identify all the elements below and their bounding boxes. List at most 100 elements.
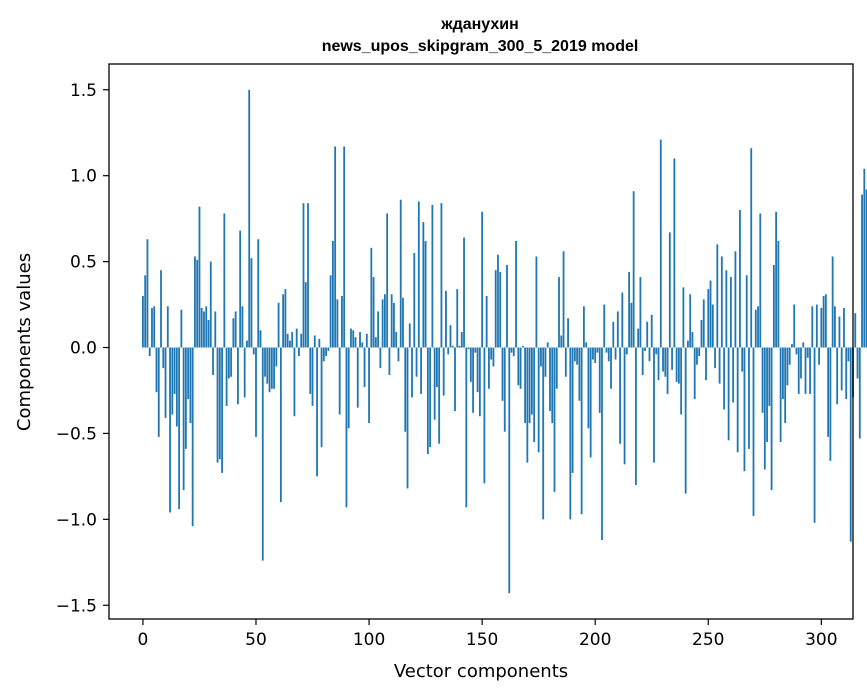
bar-15 [175, 347, 178, 427]
bar-146 [472, 347, 474, 413]
bar-242 [689, 294, 692, 348]
bar-272 [757, 306, 759, 348]
bar-283 [781, 347, 784, 400]
bar-22 [191, 347, 194, 527]
bar-108 [386, 213, 389, 348]
bar-241 [687, 340, 689, 348]
bar-302 [824, 294, 827, 348]
bar-126 [426, 347, 429, 455]
bar-119 [411, 347, 413, 398]
bar-90 [345, 347, 348, 508]
bar-253 [714, 347, 716, 369]
bar-47 [248, 89, 251, 348]
bar-218 [635, 347, 637, 485]
bar-276 [766, 347, 768, 443]
bar-260 [729, 277, 732, 348]
bar-206 [607, 347, 610, 362]
bar-313 [849, 347, 852, 542]
bar-83 [329, 275, 332, 348]
bar-64 [286, 333, 289, 348]
bar-223 [646, 321, 649, 348]
x-tick-label: 0 [138, 630, 149, 650]
bar-8 [160, 270, 162, 348]
x-tick-label: 300 [805, 630, 837, 650]
y-axis-ticks: 1.5 1.0 0.5 0.0 −0.5 −1.0 −1.5 [56, 81, 109, 616]
bar-310 [843, 307, 845, 348]
bar-145 [469, 347, 472, 382]
bar-197 [587, 347, 590, 429]
bar-34 [218, 347, 221, 460]
bar-27 [203, 311, 205, 348]
bar-45 [243, 347, 246, 398]
bar-56 [268, 347, 271, 393]
bar-100 [368, 347, 370, 424]
bar-97 [361, 342, 364, 348]
bar-139 [456, 289, 459, 348]
bar-317 [858, 347, 861, 439]
bar-266 [743, 347, 746, 472]
bar-287 [791, 344, 793, 348]
bar-103 [374, 337, 377, 348]
bar-176 [540, 347, 542, 367]
bar-111 [393, 302, 395, 348]
bar-91 [347, 347, 350, 429]
bar-24 [196, 259, 199, 348]
plot-frame [108, 63, 854, 620]
bar-18 [182, 347, 185, 491]
bar-309 [840, 347, 843, 391]
bar-181 [551, 347, 554, 424]
bar-170 [526, 347, 529, 463]
y-tick-label: 0.5 [70, 253, 97, 273]
bar-107 [383, 294, 386, 348]
bar-182 [553, 347, 556, 492]
bar-300 [820, 307, 823, 348]
bar-315 [854, 313, 857, 348]
bar-76 [313, 335, 316, 348]
bar-70 [300, 333, 303, 348]
bar-221 [641, 347, 644, 375]
bar-196 [585, 342, 588, 348]
bar-series [142, 89, 867, 594]
bar-290 [797, 347, 800, 394]
bar-261 [732, 347, 735, 403]
bar-148 [476, 347, 479, 393]
bar-133 [442, 347, 445, 396]
bar-240 [684, 347, 687, 494]
bar-183 [555, 347, 558, 389]
bar-32 [214, 311, 217, 348]
bar-5 [153, 306, 156, 348]
bar-136 [449, 325, 452, 348]
bar-171 [528, 347, 531, 424]
bar-72 [304, 282, 307, 348]
x-axis-ticks: 0 50 100 150 200 250 300 [138, 619, 838, 650]
bar-166 [517, 347, 520, 386]
bar-163 [510, 347, 513, 353]
bar-202 [598, 347, 601, 413]
bar-115 [402, 297, 404, 348]
y-tick-label: −1.5 [56, 596, 97, 616]
bar-93 [352, 330, 355, 348]
bar-250 [707, 289, 710, 348]
bar-230 [662, 347, 664, 372]
bar-128 [431, 204, 434, 348]
bar-43 [239, 230, 242, 348]
bar-89 [343, 146, 346, 348]
bar-127 [429, 347, 432, 448]
y-tick-label: −1.0 [56, 510, 97, 530]
bar-251 [709, 280, 712, 348]
bar-2 [146, 239, 149, 348]
bar-10 [164, 347, 167, 418]
bar-16 [178, 347, 181, 510]
bar-50 [255, 347, 257, 437]
bar-212 [621, 292, 624, 348]
bar-258 [725, 270, 728, 348]
bar-316 [856, 347, 859, 379]
bar-78 [318, 338, 321, 348]
bar-1 [144, 275, 147, 348]
bar-52 [259, 330, 262, 348]
bar-233 [668, 232, 671, 348]
bar-71 [302, 203, 305, 348]
bar-63 [284, 289, 287, 348]
bar-153 [488, 347, 490, 389]
bar-177 [542, 347, 545, 520]
